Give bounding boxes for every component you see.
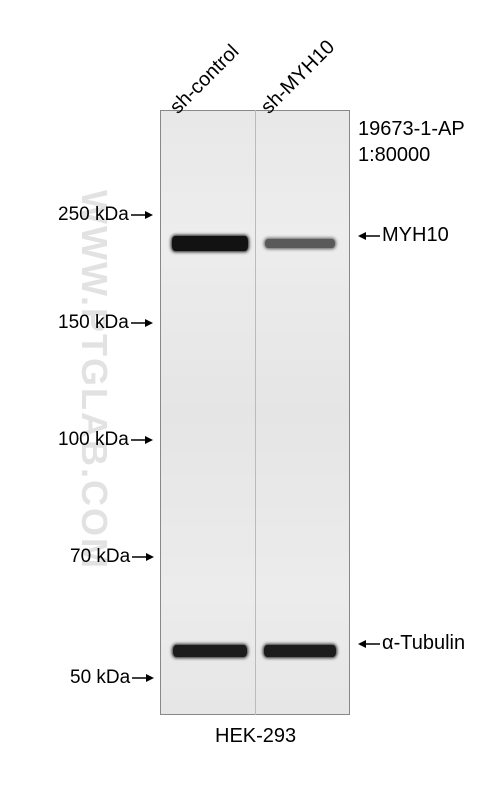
antibody-dilution: 1:80000	[358, 142, 465, 168]
band-3	[264, 645, 336, 657]
marker-150-kDa: 150 kDa	[58, 312, 153, 334]
lane-label-2: sh-MYH10	[257, 36, 340, 119]
band-1	[265, 239, 335, 248]
band-2	[173, 645, 247, 657]
marker-100-kDa: 100 kDa	[58, 429, 153, 451]
band-label-MYH10: MYH10	[358, 224, 449, 247]
marker-50-kDa: 50 kDa	[70, 667, 154, 689]
lane-divider	[255, 110, 256, 715]
lane-label-1: sh-control	[166, 41, 244, 119]
marker-250-kDa: 250 kDa	[58, 204, 153, 226]
band-label--Tubulin: α-Tubulin	[358, 632, 465, 655]
sample-label: HEK-293	[215, 725, 296, 748]
blot-container: WWW.PTGLAB.COM sh-control sh-MYH10 19673…	[0, 0, 500, 785]
band-0	[172, 236, 248, 251]
antibody-catalog: 19673-1-AP	[358, 116, 465, 142]
watermark: WWW.PTGLAB.COM	[73, 190, 115, 570]
antibody-info: 19673-1-AP 1:80000	[358, 116, 465, 168]
marker-70-kDa: 70 kDa	[70, 546, 154, 568]
